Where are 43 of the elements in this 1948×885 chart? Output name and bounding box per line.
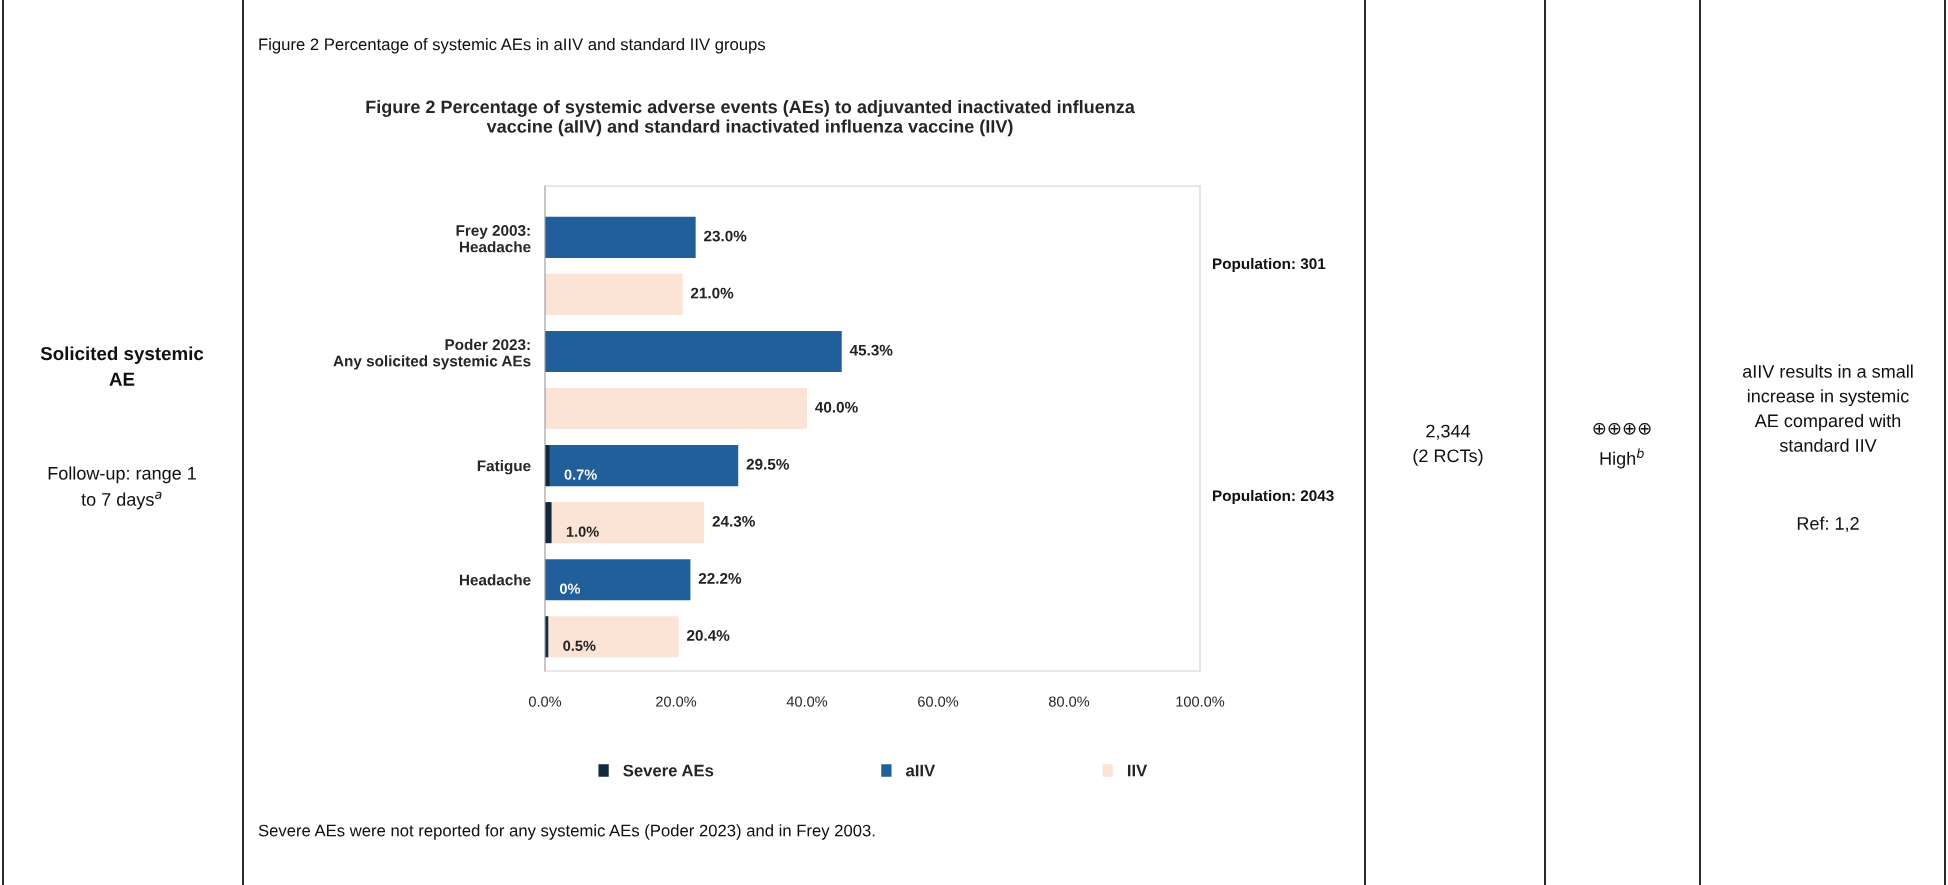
y-tick-label: Frey 2003: Headache <box>456 225 531 253</box>
data-label: 21.0% <box>690 287 734 299</box>
text: Ref: 1,2 <box>1797 516 1859 532</box>
bar <box>545 273 683 315</box>
legend-label: aIIV <box>906 764 936 777</box>
y-tick-label: Fatigue <box>477 460 531 475</box>
text: Solicited systemic AE <box>40 346 204 386</box>
text: 2,344 (2 RCTs) <box>1413 424 1483 466</box>
text: Population: 2043 <box>1213 489 1334 505</box>
data-label: 20.4% <box>687 630 730 641</box>
data-label: 45.3% <box>849 344 893 356</box>
text: ⊕⊕⊕⊕ High$^{b}$ <box>1593 422 1651 469</box>
data-label: 29.5% <box>746 458 789 470</box>
data-label: 0.5% <box>563 640 596 651</box>
x-tick-label: 60.0% <box>918 696 959 707</box>
text: Population: 301 <box>1213 257 1326 273</box>
x-tick-label: 40.0% <box>786 696 828 707</box>
x-tick-label: 100.0% <box>1176 696 1225 707</box>
data-label: 22.2% <box>698 572 742 584</box>
data-label: 40.0% <box>815 401 858 413</box>
y-tick-label: Poder 2023: Any solicited systemic AEs <box>333 338 531 370</box>
x-tick-label: 80.0% <box>1048 696 1090 707</box>
caption: Figure 2 Percentage of systemic AEs in aIIV and standard IIV groups <box>259 38 766 54</box>
bar <box>545 216 696 258</box>
data-label: 23.0% <box>704 230 747 242</box>
x-tick-label: 20.0% <box>656 696 697 707</box>
bar <box>545 330 842 373</box>
bar <box>545 559 691 601</box>
chart-title: Figure 2 Percentage of systemic adverse events (AEs) to adjuvanted inactivated influenza vaccine (aIIV) and standard inactivated influenza vaccine (IIV) <box>366 100 1135 137</box>
text: Follow-up: range 1 to 7 days$^{a}$ <box>48 466 196 510</box>
legend-label: Severe AEs <box>623 764 714 777</box>
data-label: 0.7% <box>564 469 597 480</box>
legend-label: IIV <box>1127 764 1148 777</box>
data-label: 1.0% <box>566 526 599 537</box>
bar <box>545 616 679 658</box>
data-label: 0% <box>559 583 581 594</box>
data-label: 24.3% <box>712 515 755 527</box>
text: Severe AEs were not reported for any systemic AEs (Poder 2023) and in Frey 2003. <box>258 824 875 840</box>
text: aIIV results in a small increase in systemic AE compared with standard IIV <box>1742 364 1913 452</box>
y-tick-label: Headache <box>459 574 531 586</box>
bar <box>545 387 807 430</box>
x-tick-label: 0.0% <box>528 696 562 707</box>
bar <box>545 502 552 544</box>
